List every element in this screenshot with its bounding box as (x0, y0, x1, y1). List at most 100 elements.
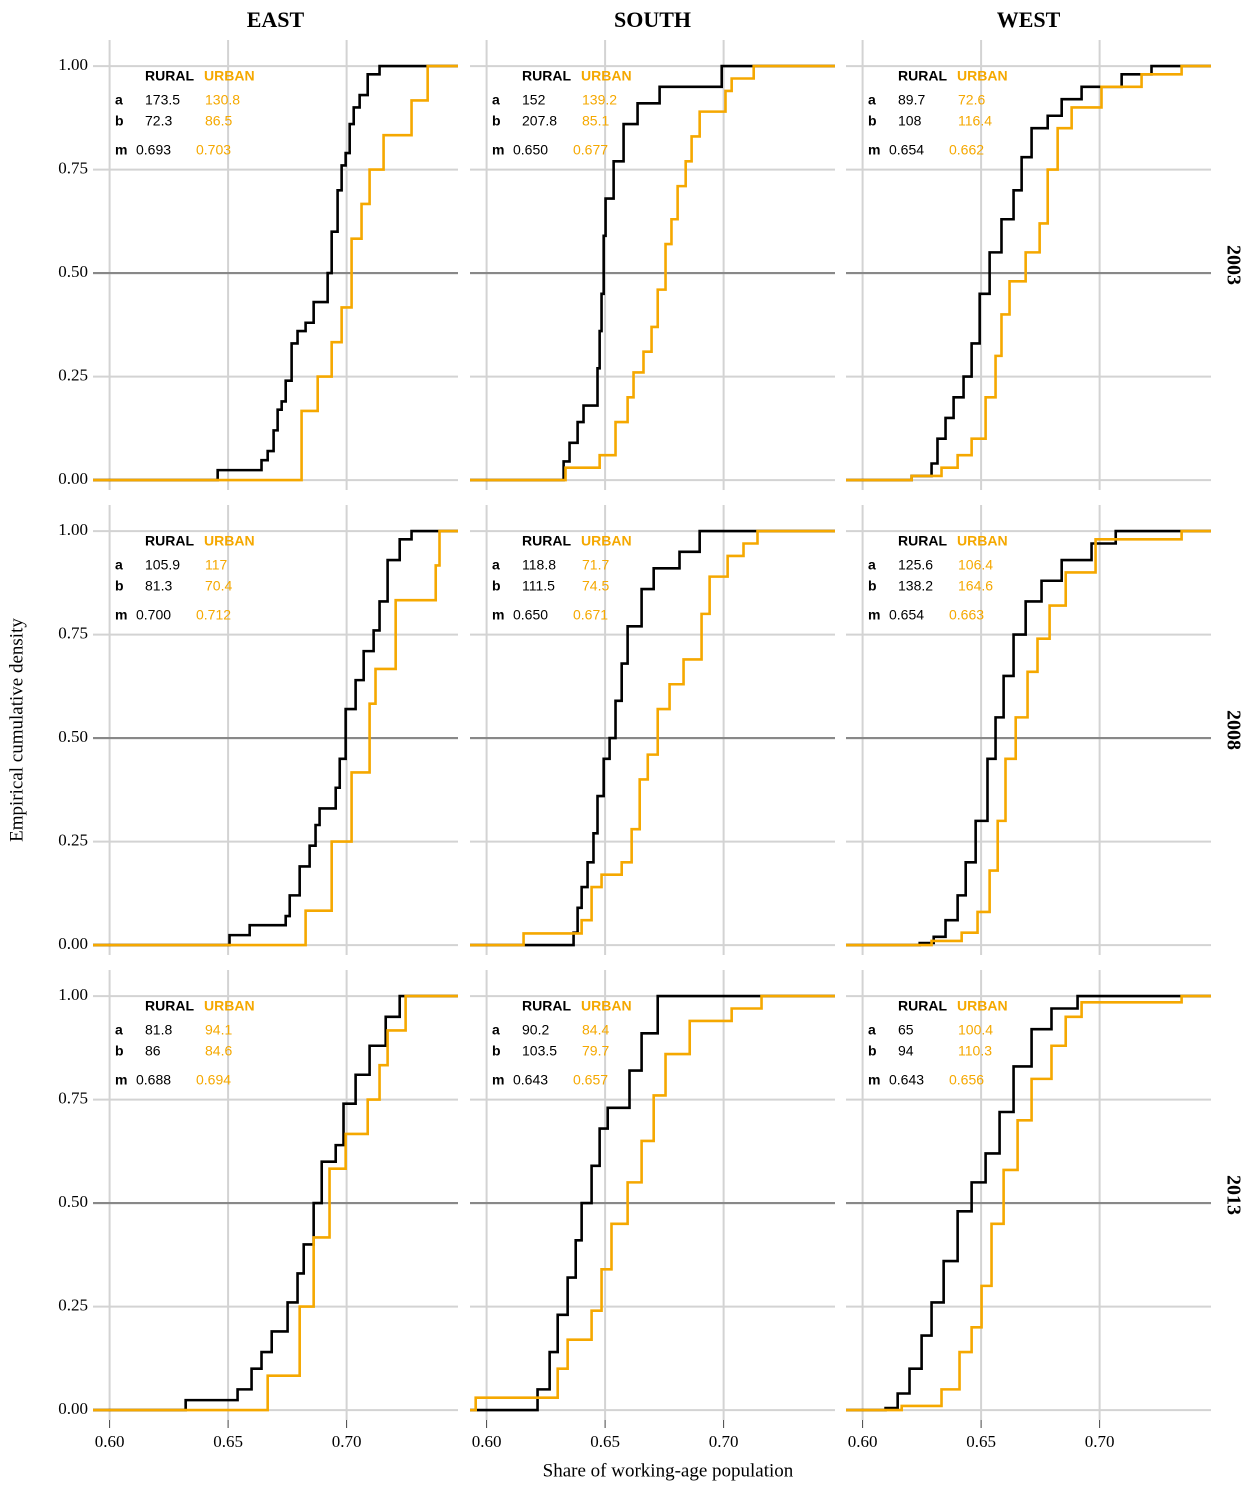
stats-name: a (492, 557, 500, 573)
y-tick-label: 1.00 (58, 985, 88, 1004)
x-tick-label: 0.70 (709, 1432, 739, 1451)
ecdf-line (846, 529, 1211, 947)
stats-name: m (115, 142, 127, 158)
stats-value: 164.6 (958, 578, 993, 594)
y-tick-label: 0.00 (58, 469, 88, 488)
stats-value: 130.8 (205, 92, 240, 108)
stats-value: 89.7 (898, 92, 925, 108)
x-tick-label: 0.60 (848, 1432, 878, 1451)
stats-value: 0.654 (889, 142, 924, 158)
ecdf-line (93, 64, 458, 482)
stats-header: RURAL (522, 998, 571, 1014)
stats-name: a (115, 557, 123, 573)
ecdf-line (470, 64, 835, 482)
x-tick-label: 0.70 (1085, 1432, 1115, 1451)
stats-value: 0.688 (136, 1072, 171, 1088)
row-title: 2008 (1222, 710, 1244, 750)
stats-value: 0.657 (573, 1072, 608, 1088)
stats-header: URBAN (957, 998, 1008, 1014)
ecdf-line (470, 529, 835, 947)
y-tick-label: 0.50 (58, 262, 88, 281)
stats-value: 94.1 (205, 1022, 232, 1038)
ecdf-line (470, 994, 835, 1412)
stats-value: 72.3 (145, 113, 172, 129)
stats-name: b (868, 578, 877, 594)
column-title: SOUTH (614, 7, 691, 32)
stats-name: a (868, 557, 876, 573)
y-tick-label: 0.25 (58, 830, 88, 849)
column-title: WEST (997, 7, 1061, 32)
stats-value: 152 (522, 92, 546, 108)
stats-header: URBAN (204, 533, 255, 549)
stats-value: 105.9 (145, 557, 180, 573)
stats-value: 0.643 (889, 1072, 924, 1088)
stats-name: a (868, 92, 876, 108)
stats-value: 103.5 (522, 1043, 557, 1059)
row-title: 2013 (1222, 1175, 1244, 1215)
stats-name: b (868, 113, 877, 129)
x-tick-label: 0.60 (472, 1432, 502, 1451)
x-tick-label: 0.65 (590, 1432, 620, 1451)
stats-value: 90.2 (522, 1022, 549, 1038)
stats-value: 79.7 (582, 1043, 609, 1059)
stats-name: m (492, 142, 504, 158)
stats-header: RURAL (145, 68, 194, 84)
stats-value: 100.4 (958, 1022, 993, 1038)
stats-header: URBAN (581, 998, 632, 1014)
stats-name: m (868, 1072, 880, 1088)
y-axis-label: Empirical cumulative density (6, 618, 27, 842)
stats-header: URBAN (204, 68, 255, 84)
stats-header: URBAN (581, 68, 632, 84)
stats-name: b (492, 578, 501, 594)
stats-value: 111.5 (522, 578, 555, 594)
y-tick-label: 0.75 (58, 158, 88, 177)
ecdf-line (93, 64, 458, 482)
stats-value: 110.3 (958, 1043, 992, 1059)
stats-value: 117 (205, 557, 228, 573)
ecdf-line (846, 529, 1211, 947)
y-tick-label: 0.75 (58, 623, 88, 642)
stats-value: 139.2 (582, 92, 617, 108)
stats-value: 81.3 (145, 578, 172, 594)
stats-name: m (868, 142, 880, 158)
stats-name: m (492, 607, 504, 623)
stats-value: 207.8 (522, 113, 557, 129)
stats-header: RURAL (522, 68, 571, 84)
stats-value: 0.656 (949, 1072, 984, 1088)
x-tick-label: 0.70 (332, 1432, 362, 1451)
stats-value: 0.650 (513, 142, 548, 158)
y-tick-label: 0.25 (58, 1295, 88, 1314)
y-tick-label: 1.00 (58, 520, 88, 539)
y-tick-label: 0.50 (58, 1192, 88, 1211)
stats-value: 173.5 (145, 92, 180, 108)
stats-value: 70.4 (205, 578, 232, 594)
stats-value: 0.650 (513, 607, 548, 623)
stats-value: 74.5 (582, 578, 609, 594)
y-tick-label: 0.75 (58, 1088, 88, 1107)
ecdf-line (846, 64, 1211, 482)
ecdf-line (93, 529, 458, 947)
stats-value: 116.4 (958, 113, 992, 129)
ecdf-line (93, 529, 458, 947)
ecdf-line (846, 994, 1211, 1412)
stats-name: b (115, 578, 124, 594)
y-tick-label: 0.00 (58, 1399, 88, 1418)
y-tick-label: 0.25 (58, 365, 88, 384)
stats-header: RURAL (145, 998, 194, 1014)
stats-value: 0.663 (949, 607, 984, 623)
stats-value: 0.703 (196, 142, 231, 158)
ecdf-line (93, 994, 458, 1412)
stats-name: b (492, 1043, 501, 1059)
stats-value: 0.662 (949, 142, 984, 158)
ecdf-line (846, 64, 1211, 482)
y-tick-label: 0.50 (58, 727, 88, 746)
stats-header: URBAN (957, 533, 1008, 549)
stats-name: m (868, 607, 880, 623)
stats-header: URBAN (204, 998, 255, 1014)
stats-value: 85.1 (582, 113, 609, 129)
stats-value: 84.4 (582, 1022, 609, 1038)
stats-name: a (868, 1022, 876, 1038)
stats-value: 94 (898, 1043, 914, 1059)
ecdf-line (846, 994, 1211, 1412)
